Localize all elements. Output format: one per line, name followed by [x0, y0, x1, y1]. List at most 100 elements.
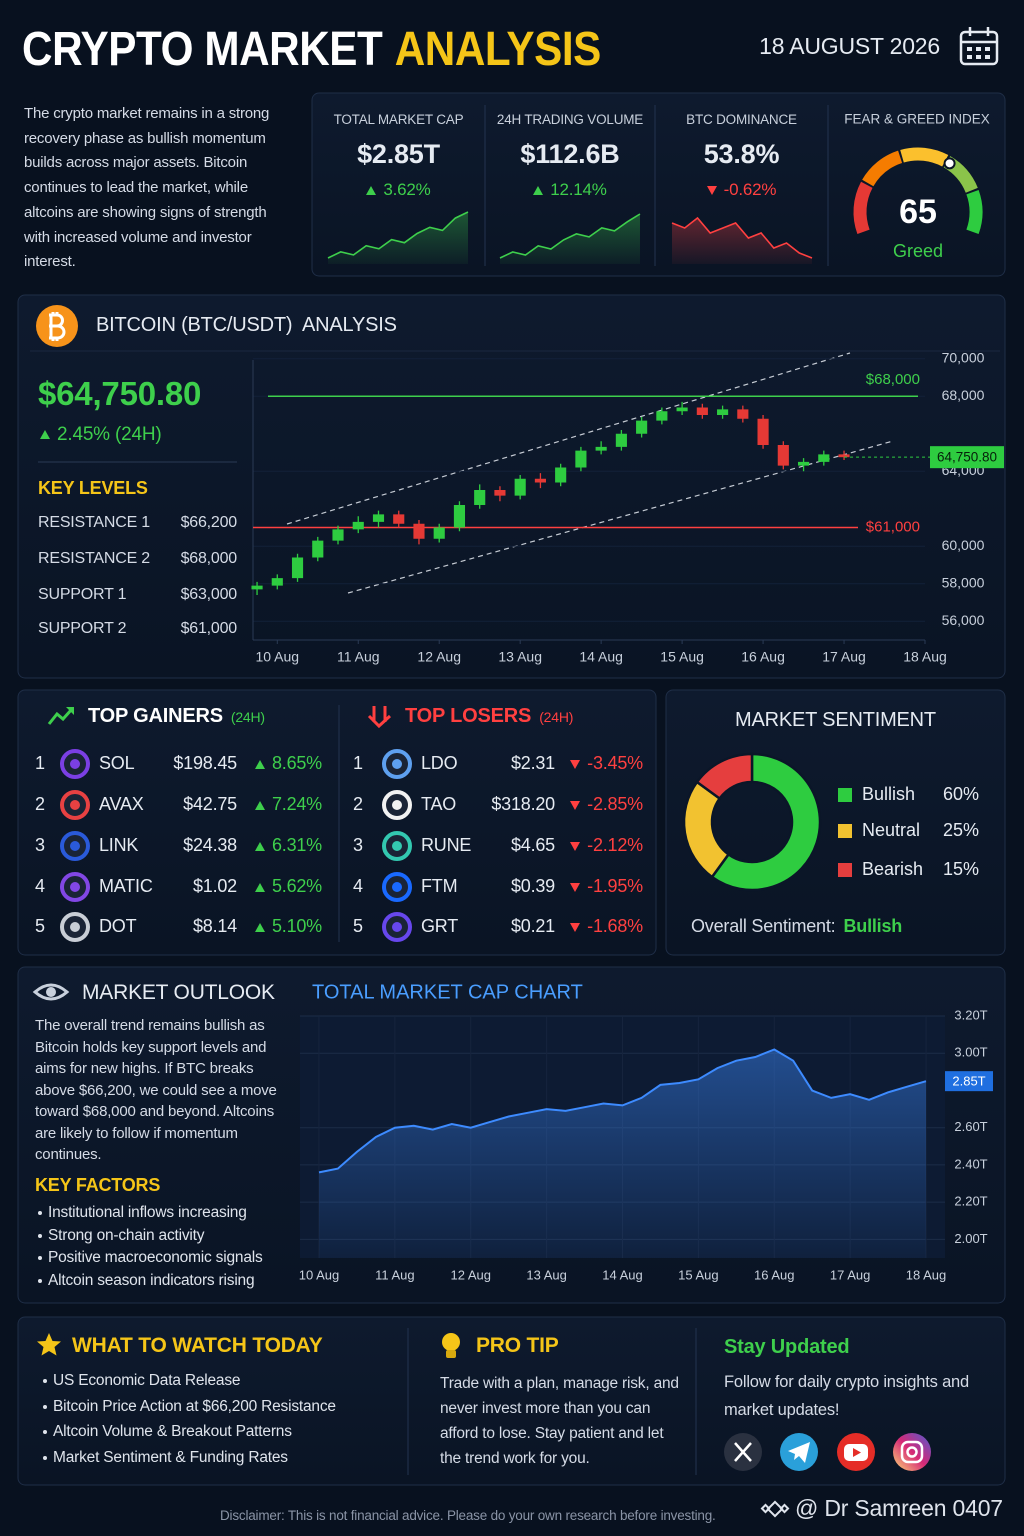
gauge-title: FEAR & GREED INDEX — [844, 112, 990, 127]
down-arrow — [570, 841, 581, 851]
watch-title: WHAT TO WATCH TODAY — [72, 1334, 323, 1357]
title: CRYPTO MARKET ANALYSIS — [22, 26, 601, 74]
up-arrow — [254, 922, 265, 932]
candle-body — [737, 409, 749, 419]
stat-label: TOTAL MARKET CAP — [333, 112, 464, 127]
social-title: Stay Updated — [724, 1336, 850, 1358]
gainers-period: (24H) — [230, 709, 265, 725]
candle-body — [494, 490, 506, 496]
symbol: LINK — [99, 835, 139, 855]
coin-icon-core — [392, 841, 402, 851]
x-tick-label: 15 Aug — [678, 1267, 719, 1282]
gauge-arc — [853, 181, 873, 235]
line — [499, 213, 641, 259]
coin-icon-core — [70, 841, 80, 851]
gauge-arc — [900, 147, 949, 167]
change: 5.62% — [232, 877, 322, 895]
price: $24.38 — [183, 835, 237, 855]
x-tick-label: 10 Aug — [299, 1267, 340, 1282]
rank: 5 — [35, 916, 45, 936]
factor: Strong on-chain activity — [37, 1226, 205, 1244]
key-level-label: RESISTANCE 1 — [38, 514, 150, 531]
btc-panel — [17, 294, 1006, 679]
change-text: -2.85% — [587, 794, 643, 814]
legend-swatch — [838, 788, 852, 802]
y-tick-label: 3.00T — [954, 1045, 987, 1060]
gainers-icon-head — [66, 707, 74, 715]
candle-body — [534, 478, 546, 483]
watch-item: US Economic Data Release — [42, 1372, 241, 1389]
up-arrow — [254, 841, 265, 851]
factors-title: KEY FACTORS — [35, 1175, 161, 1195]
y-tick-label: 2.00T — [954, 1231, 987, 1246]
change: 5.10% — [232, 917, 322, 935]
bitcoin-icon — [36, 305, 78, 347]
stat-value: $112.6B — [520, 139, 620, 169]
symbol: TAO — [421, 794, 457, 814]
legend-swatch — [838, 863, 852, 877]
candle-body — [717, 409, 729, 415]
coin-icon-core — [70, 882, 80, 892]
price: $0.21 — [510, 916, 555, 936]
eye-icon — [32, 983, 70, 1001]
rank: 2 — [353, 794, 363, 814]
up-arrow — [40, 430, 50, 440]
movers-panel — [17, 689, 657, 956]
social-instagram[interactable] — [893, 1433, 931, 1471]
losers-icon — [367, 706, 392, 729]
x-tick-label: 10 Aug — [255, 649, 299, 665]
rank: 1 — [35, 753, 45, 773]
gauge-arc — [862, 150, 903, 187]
y-tick-label: 68,000 — [942, 387, 985, 403]
losers-title-text: TOP LOSERS — [405, 705, 532, 727]
title-accent: ANALYSIS — [394, 23, 602, 76]
x-tick-label: 12 Aug — [450, 1267, 491, 1282]
up-arrow — [254, 882, 265, 892]
overall-value: Bullish — [843, 916, 903, 936]
price: $2.31 — [510, 753, 555, 773]
y-tick-label: 60,000 — [942, 537, 985, 553]
sentiment-title: MARKET SENTIMENT — [735, 709, 936, 731]
credit: @ Dr Samreen 0407 — [795, 1495, 1003, 1521]
change-text: 5.62% — [271, 876, 322, 896]
gainers-title: TOP GAINERS (24H) — [88, 706, 265, 726]
gainers-title-text: TOP GAINERS — [88, 705, 223, 727]
x-tick-label: 11 Aug — [375, 1267, 415, 1282]
legend-swatch — [838, 824, 852, 838]
area — [328, 212, 468, 264]
change-text: 6.31% — [271, 835, 322, 855]
x-tick-label: 12 Aug — [417, 649, 461, 665]
stat-label: BTC DOMINANCE — [686, 112, 797, 127]
down-arrow — [706, 186, 717, 196]
x-tick-label: 17 Aug — [822, 649, 866, 665]
current-badge — [945, 1071, 993, 1092]
candle-body — [413, 523, 425, 539]
symbol: DOT — [99, 916, 137, 936]
area — [500, 214, 640, 264]
candle-body — [433, 527, 445, 539]
candle-body — [797, 461, 810, 466]
x-tick-label: 17 Aug — [830, 1267, 871, 1282]
legend-label: Bullish — [862, 784, 915, 804]
btc-change: 2.45% (24H) — [40, 425, 162, 444]
watch-item: Bitcoin Price Action at $66,200 Resistan… — [43, 1397, 336, 1415]
factor: Institutional inflows increasing — [38, 1204, 247, 1221]
price: $0.39 — [510, 876, 555, 896]
x-tick-label: 16 Aug — [754, 1267, 795, 1282]
chart-title: TOTAL MARKET CAP CHART — [312, 981, 583, 1003]
candle-body — [332, 529, 344, 541]
price: $318.20 — [491, 794, 555, 814]
btc-price: $64,750.80 — [38, 375, 202, 412]
social-x[interactable] — [724, 1433, 762, 1471]
y-tick-label: 2.40T — [954, 1156, 987, 1171]
change-text: -2.12% — [587, 835, 643, 855]
legend-value: 60% — [943, 784, 979, 804]
losers-title: TOP LOSERS (24H) — [405, 706, 573, 726]
symbol: MATIC — [99, 876, 153, 896]
social-telegram[interactable] — [780, 1433, 818, 1471]
social-youtube[interactable] — [837, 1433, 875, 1471]
y-tick-label: 58,000 — [942, 574, 985, 590]
symbol: GRT — [421, 916, 459, 936]
stat-change-text: -0.62% — [723, 180, 777, 199]
